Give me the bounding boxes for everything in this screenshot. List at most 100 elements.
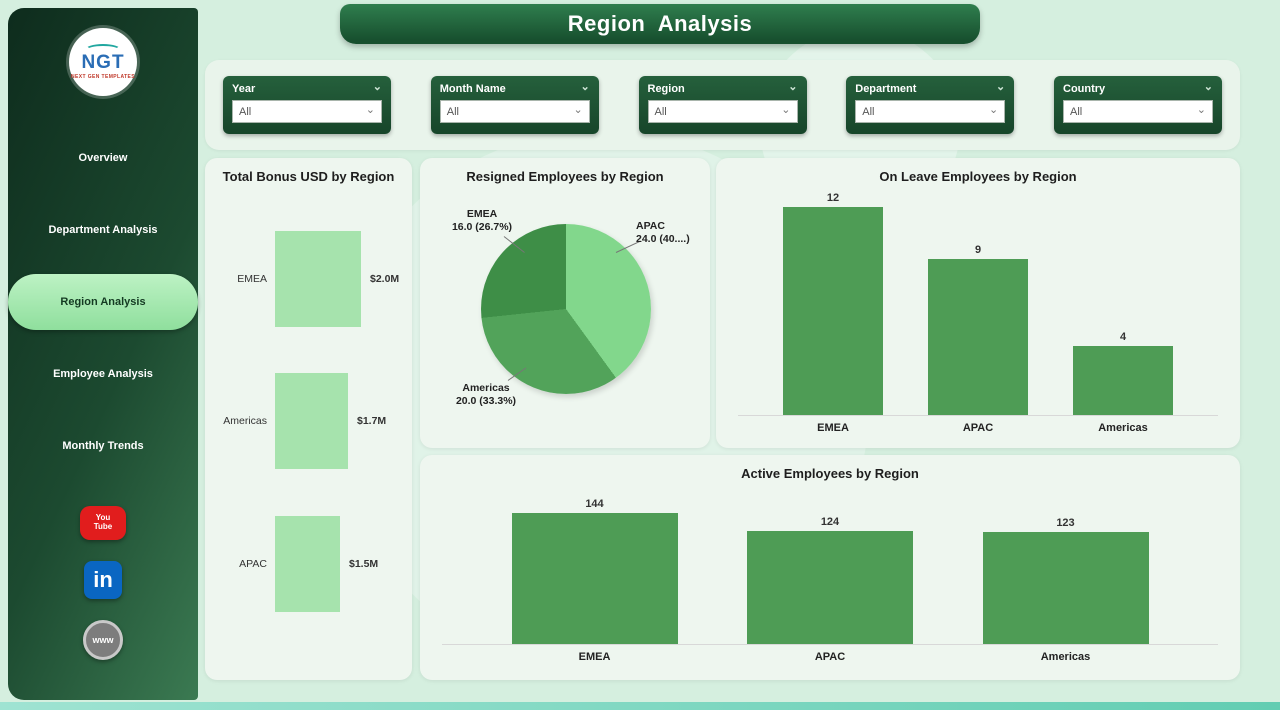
bar-apac[interactable] (275, 515, 340, 612)
value-label: 9 (974, 244, 982, 256)
bar-emea[interactable] (783, 207, 883, 415)
filter-dropdown[interactable]: All ⌄ (1063, 100, 1213, 123)
sidebar-item-region-analysis[interactable]: Region Analysis (8, 274, 198, 330)
value-label: 123 (1056, 517, 1075, 529)
chevron-down-icon[interactable]: ⌄ (996, 81, 1006, 93)
plot-area: 144 124 123 (442, 481, 1218, 645)
pie-slice-name: APAC (636, 220, 665, 232)
value-label: $2.0M (370, 272, 400, 285)
category-label: EMEA (817, 422, 849, 434)
category-label: APAC (814, 651, 846, 663)
pie-slice-value: 16.0 (26.7%) (451, 220, 513, 233)
filter-label: Country (1063, 83, 1106, 95)
sidebar-item-employee-analysis[interactable]: Employee Analysis (53, 368, 153, 380)
website-globe-icon[interactable]: www (83, 620, 123, 660)
social-links: You Tube in www (80, 506, 126, 660)
filter-label-row: Department ⌄ (855, 81, 1006, 95)
filter-selected-value: All (654, 105, 667, 118)
pie-slice-name: Americas (462, 382, 510, 394)
pie-slice-name: EMEA (466, 208, 498, 220)
bar-americas[interactable] (1073, 346, 1173, 415)
filter-label: Department (855, 83, 917, 95)
bar-americas[interactable] (982, 532, 1149, 644)
category-label: EMEA (237, 272, 267, 285)
filter-year: Year ⌄ All ⌄ (223, 76, 391, 134)
linkedin-icon[interactable]: in (84, 561, 122, 599)
filter-label-row: Region ⌄ (648, 81, 798, 95)
card-resigned-employees: Resigned Employees by Region EMEA 16.0 (… (420, 158, 710, 448)
page-title-banner: Region Analysis (340, 4, 980, 44)
total-bonus-bar-chart: EMEA $2.0M Americas $1.7M APAC $1.5M (205, 184, 412, 666)
youtube-icon[interactable]: You Tube (80, 506, 126, 540)
sidebar-item-monthly-trends[interactable]: Monthly Trends (62, 440, 144, 452)
bar-apac[interactable] (747, 531, 913, 644)
filter-dropdown[interactable]: All ⌄ (647, 100, 798, 123)
category-label: APAC (239, 557, 267, 570)
category-label: EMEA (578, 651, 611, 663)
value-label: $1.7M (357, 415, 387, 427)
filter-department: Department ⌄ All ⌄ (846, 76, 1015, 134)
chevron-down-icon[interactable]: ⌄ (372, 81, 382, 93)
logo-swoosh-icon (85, 43, 121, 56)
sidebar: NGT NEXT GEN TEMPLATES Overview Departmen… (8, 8, 198, 700)
bar-apac[interactable] (928, 259, 1028, 415)
filter-dropdown[interactable]: All ⌄ (439, 100, 590, 123)
filter-bar: Year ⌄ All ⌄ Month Name ⌄ All ⌄ Region ⌄ All ⌄ Depar… (205, 60, 1240, 150)
chevron-down-icon: ⌄ (573, 104, 583, 116)
bar-row-americas: Americas $1.7M (211, 373, 406, 469)
chevron-down-icon[interactable]: ⌄ (1203, 81, 1213, 93)
sidebar-item-department-analysis[interactable]: Department Analysis (48, 224, 158, 236)
ngt-logo: NGT NEXT GEN TEMPLATES (69, 28, 137, 96)
bar-emea[interactable] (275, 230, 361, 327)
x-axis-labels: EMEA APAC Americas (442, 651, 1218, 663)
bar-column-emea: 144 (511, 498, 678, 644)
bar-row-emea: EMEA $2.0M (211, 230, 406, 327)
filter-label-row: Country ⌄ (1063, 81, 1213, 95)
filter-month-name: Month Name ⌄ All ⌄ (430, 76, 599, 134)
filter-selected-value: All (446, 105, 459, 118)
bar-americas[interactable] (275, 373, 348, 469)
chevron-down-icon[interactable]: ⌄ (788, 81, 798, 93)
sidebar-item-overview[interactable]: Overview (78, 152, 128, 164)
x-axis-labels: EMEA APAC Americas (738, 422, 1218, 434)
filter-dropdown[interactable]: All ⌄ (232, 100, 382, 123)
pie-label-americas: Americas 20.0 (33.3%) (438, 382, 534, 407)
linkedin-icon-label: in (93, 567, 113, 592)
pie-slice-value: 20.0 (33.3%) (455, 394, 517, 407)
chevron-down-icon: ⌄ (365, 104, 375, 116)
bar-row-apac: APAC $1.5M (211, 515, 406, 612)
bar-column-emea: 12 (783, 192, 883, 415)
resigned-pie-chart: EMEA 16.0 (26.7%) APAC 24.0 (40....) Ame… (420, 184, 710, 436)
filter-selected-value: All (862, 105, 875, 118)
category-label: Americas (223, 415, 267, 427)
filter-label-row: Year ⌄ (232, 81, 382, 95)
filter-region: Region ⌄ All ⌄ (638, 76, 807, 134)
filter-dropdown[interactable]: All ⌄ (855, 100, 1006, 123)
bottom-accent-strip (0, 702, 1280, 710)
bar-column-apac: 9 (928, 244, 1028, 415)
value-label: $1.5M (349, 557, 379, 570)
bar-column-apac: 124 (747, 516, 913, 644)
logo-text: NGT (81, 51, 125, 73)
bar-column-americas: 123 (982, 517, 1149, 644)
page-title: Region Analysis (567, 11, 753, 36)
chevron-down-icon[interactable]: ⌄ (580, 81, 590, 93)
value-label: 4 (1119, 331, 1127, 343)
active-bar-chart: 144 124 123 EMEA APAC Americas (420, 481, 1240, 663)
pie-chart[interactable] (481, 224, 651, 394)
on-leave-bar-chart: 12 9 4 EMEA APAC Americas (716, 184, 1240, 434)
filter-label: Month Name (439, 83, 506, 95)
website-icon-label: www (92, 635, 114, 645)
filter-label-row: Month Name ⌄ (439, 81, 590, 95)
chart-title-on-leave: On Leave Employees by Region (879, 169, 1077, 184)
bar-emea[interactable] (511, 513, 678, 644)
bar-column-americas: 4 (1073, 331, 1173, 415)
filter-label: Year (232, 83, 256, 95)
chevron-down-icon: ⌄ (1196, 104, 1206, 116)
category-label: Americas (1040, 651, 1091, 663)
chevron-down-icon: ⌄ (781, 104, 791, 116)
value-label: 12 (826, 192, 840, 204)
pie-label-apac: APAC 24.0 (40....) (636, 220, 716, 245)
sidebar-nav: Overview Department Analysis Region Analys… (8, 122, 198, 482)
chart-title-resigned: Resigned Employees by Region (466, 169, 664, 184)
